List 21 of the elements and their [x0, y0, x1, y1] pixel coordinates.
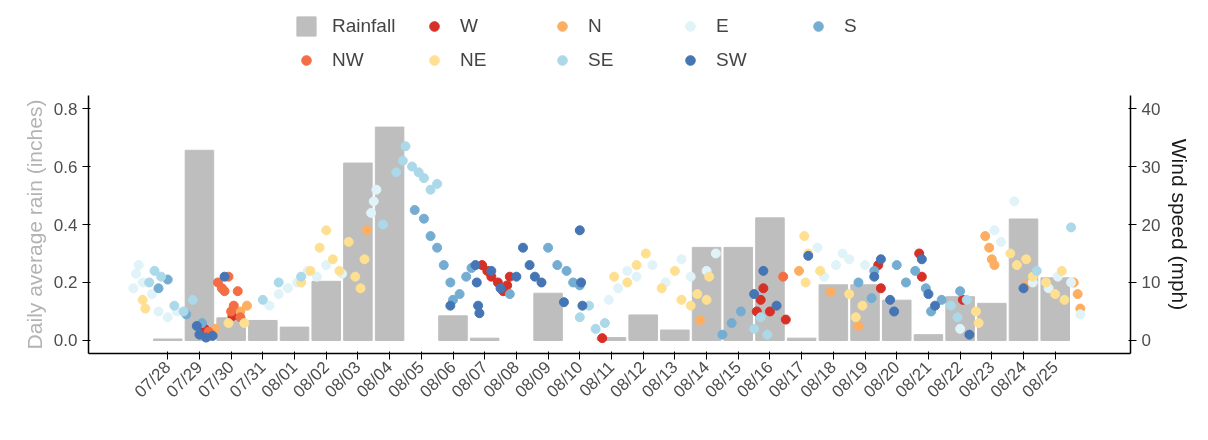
legend-label: NW: [332, 48, 365, 71]
legend-label: NE: [460, 48, 488, 71]
y2-tick-label: 20: [1141, 215, 1161, 235]
y-tick-label: 0.2: [53, 273, 78, 293]
legend-label: Rainfall: [332, 14, 397, 37]
y2-tick-label: 0: [1141, 331, 1151, 351]
y2-tick-label: 10: [1141, 273, 1161, 293]
y2-axis-title: Wind speed (mph): [1168, 138, 1192, 311]
y-tick-label: 0.8: [53, 99, 78, 119]
legend-label: SE: [588, 48, 615, 71]
y-tick-label: 0.4: [53, 215, 78, 235]
legend-label: E: [716, 14, 730, 37]
y2-tick-label: 30: [1141, 157, 1161, 177]
legend-label: W: [460, 14, 479, 37]
y-axis-title: Daily average rain (inches): [22, 99, 46, 350]
y-tick-label: 0.6: [53, 157, 78, 177]
y-tick-label: 0.0: [53, 331, 78, 351]
legend-label: S: [844, 14, 858, 37]
y2-tick-label: 40: [1141, 99, 1161, 119]
legend-label: N: [588, 14, 603, 37]
legend-label: SW: [716, 48, 748, 71]
